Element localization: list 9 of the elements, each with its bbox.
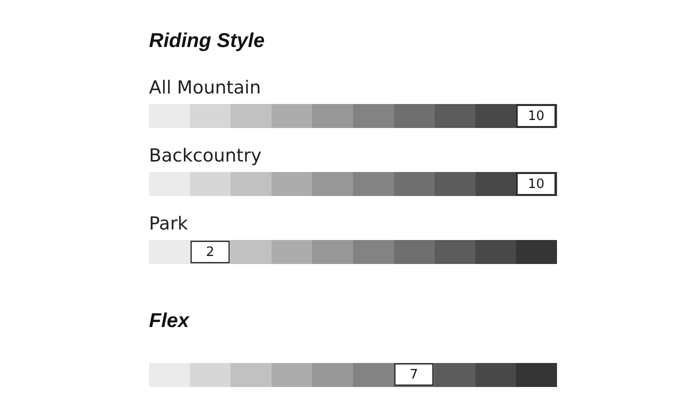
data-label: 10 (528, 109, 544, 124)
data-label: 10 (528, 177, 544, 192)
category-label: All Mountain (149, 78, 261, 98)
text: Flex (149, 310, 190, 332)
category-label: Park (149, 214, 188, 234)
data-label: 2 (206, 245, 214, 260)
data-label: 7 (410, 368, 418, 382)
category-label: Backcountry (149, 146, 262, 166)
text: Riding Style (149, 30, 265, 52)
